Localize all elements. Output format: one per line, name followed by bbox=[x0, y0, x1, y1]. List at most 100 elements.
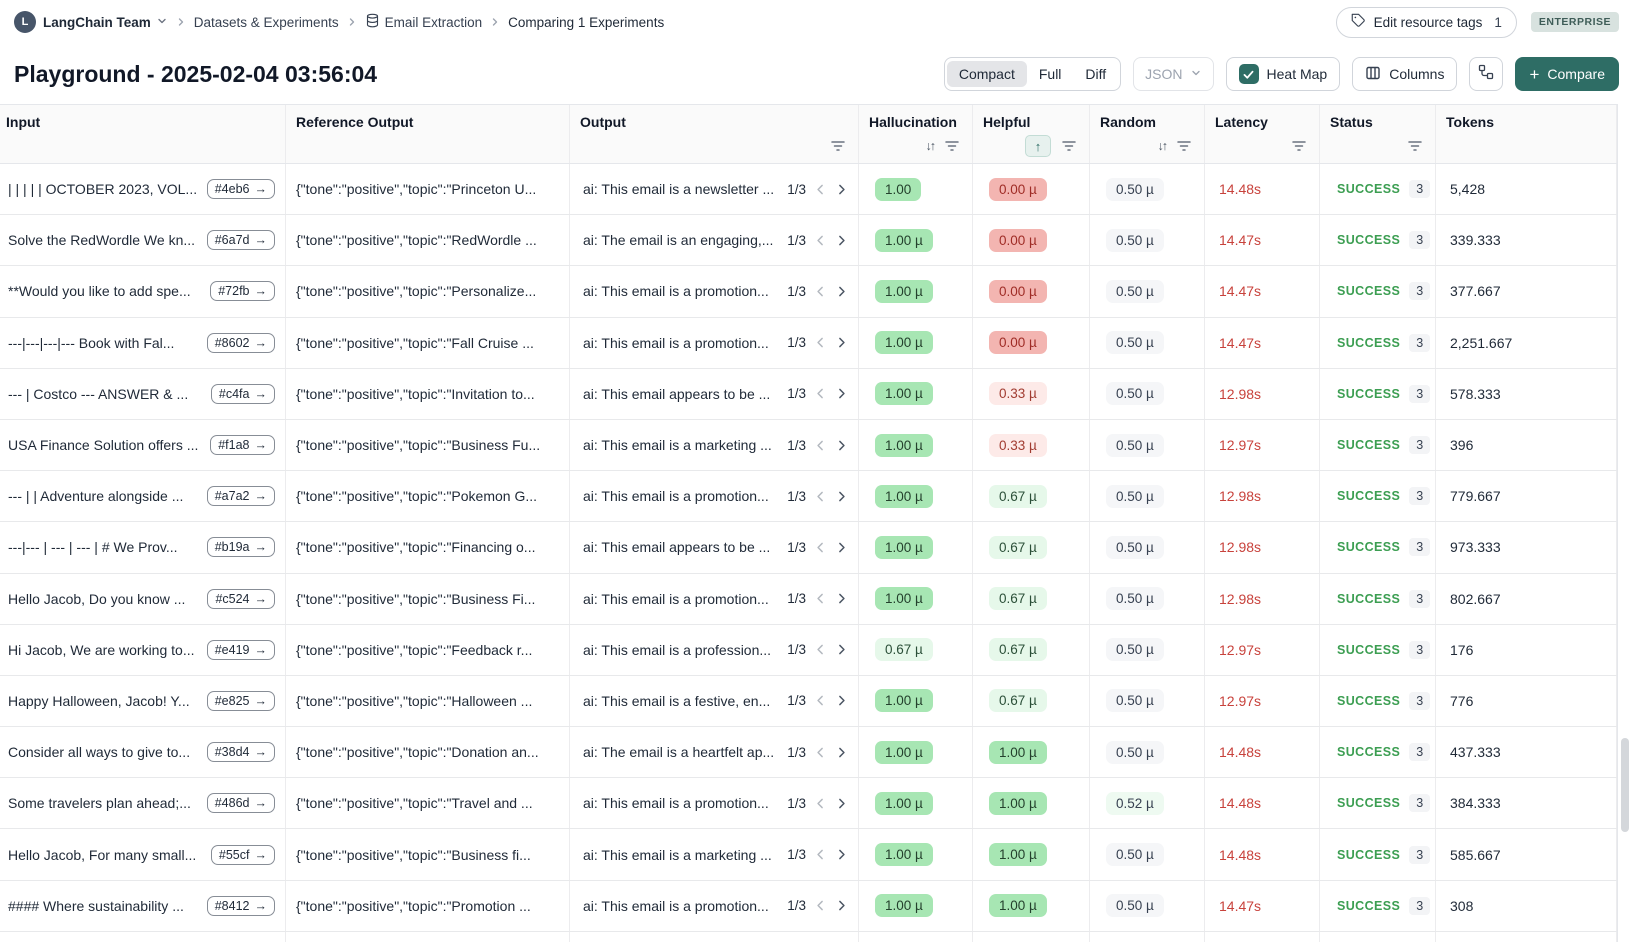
example-link-badge[interactable]: #c524 → bbox=[207, 588, 275, 609]
helpful-score-badge[interactable]: 0.33 µ bbox=[989, 433, 1047, 457]
pager-next-icon[interactable] bbox=[835, 541, 848, 554]
helpful-score-badge[interactable]: 1.00 µ bbox=[989, 791, 1047, 815]
pager-next-icon[interactable] bbox=[835, 183, 848, 196]
table-row[interactable]: Hello Jacob, Do you know ... #c524 → {"t… bbox=[0, 573, 1633, 625]
example-link-badge[interactable]: #8412 → bbox=[206, 895, 275, 916]
hallucination-score-badge[interactable]: 1.00 µ bbox=[875, 433, 933, 457]
filter-icon[interactable] bbox=[944, 139, 960, 153]
helpful-score-badge[interactable]: 0.67 µ bbox=[989, 484, 1047, 508]
table-row[interactable]: Hi Jacob, We are working to... #e419 → {… bbox=[0, 624, 1633, 676]
pager-next-icon[interactable] bbox=[835, 234, 848, 247]
columns-button[interactable]: Columns bbox=[1352, 57, 1458, 91]
table-row[interactable]: | | | | | OCTOBER 2023, VOL... #4eb6 → {… bbox=[0, 164, 1633, 216]
hallucination-score-badge[interactable]: 1.00 µ bbox=[875, 740, 933, 764]
pager-next-icon[interactable] bbox=[835, 899, 848, 912]
edit-resource-tags-button[interactable]: Edit resource tags 1 bbox=[1335, 6, 1517, 38]
hallucination-score-badge[interactable]: 1.00 µ bbox=[875, 331, 933, 355]
table-row[interactable]: #### Where sustainability ... #8412 → {"… bbox=[0, 880, 1633, 932]
table-row[interactable]: Solve the RedWordle We kn... #6a7d → {"t… bbox=[0, 215, 1633, 267]
pager-prev-icon[interactable] bbox=[814, 797, 827, 810]
example-link-badge[interactable]: #486d → bbox=[206, 793, 275, 814]
hallucination-score-badge[interactable]: 1.00 µ bbox=[875, 689, 933, 713]
example-link-badge[interactable]: #4eb6 → bbox=[206, 179, 275, 200]
pager-prev-icon[interactable] bbox=[814, 439, 827, 452]
pager-prev-icon[interactable] bbox=[814, 643, 827, 656]
filter-icon[interactable] bbox=[830, 139, 846, 153]
table-row[interactable]: Hello Jacob, For many small... #55cf → {… bbox=[0, 829, 1633, 881]
example-link-badge[interactable]: #72fb → bbox=[210, 281, 275, 302]
example-link-badge[interactable]: #6a7d → bbox=[206, 230, 275, 251]
hallucination-score-badge[interactable]: 1.00 µ bbox=[875, 535, 933, 559]
table-row[interactable]: Consider all ways to give to... #38d4 → … bbox=[0, 727, 1633, 779]
sort-icon[interactable]: ↓↑ bbox=[1157, 139, 1168, 153]
example-link-badge[interactable]: #8602 → bbox=[206, 332, 275, 353]
pager-next-icon[interactable] bbox=[835, 490, 848, 503]
filter-icon[interactable] bbox=[1176, 139, 1192, 153]
hallucination-score-badge[interactable]: 1.00 µ bbox=[875, 484, 933, 508]
pager-next-icon[interactable] bbox=[835, 746, 848, 759]
hallucination-score-badge[interactable]: 1.00 µ bbox=[875, 587, 933, 611]
pager-prev-icon[interactable] bbox=[814, 694, 827, 707]
helpful-score-badge[interactable]: 1.00 µ bbox=[989, 894, 1047, 918]
table-row[interactable]: --- | | Adventure alongside ... #a7a2 → … bbox=[0, 471, 1633, 523]
hallucination-score-badge[interactable]: 1.00 bbox=[875, 177, 922, 201]
pager-next-icon[interactable] bbox=[835, 848, 848, 861]
pager-next-icon[interactable] bbox=[835, 285, 848, 298]
pager-next-icon[interactable] bbox=[835, 336, 848, 349]
pager-prev-icon[interactable] bbox=[814, 746, 827, 759]
random-score-badge[interactable]: 0.50 µ bbox=[1106, 279, 1164, 303]
compare-button[interactable]: + Compare bbox=[1515, 57, 1619, 91]
helpful-score-badge[interactable]: 0.00 µ bbox=[989, 228, 1047, 252]
table-row[interactable]: Some travelers plan ahead;... #486d → {"… bbox=[0, 778, 1633, 830]
format-dropdown[interactable]: JSON bbox=[1133, 57, 1214, 91]
example-link-badge[interactable]: #c4fa → bbox=[210, 383, 275, 404]
hallucination-score-badge[interactable]: 1.00 µ bbox=[875, 228, 933, 252]
table-row[interactable]: USA Finance Solution offers ... #f1a8 → … bbox=[0, 419, 1633, 472]
helpful-score-badge[interactable]: 0.67 µ bbox=[989, 638, 1047, 662]
table-row[interactable]: --- | Costco --- ANSWER & ... #c4fa → {"… bbox=[0, 368, 1633, 420]
pager-prev-icon[interactable] bbox=[814, 592, 827, 605]
random-score-badge[interactable]: 0.50 µ bbox=[1106, 740, 1164, 764]
example-link-badge[interactable]: #e825 → bbox=[206, 690, 275, 711]
random-score-badge[interactable]: 0.50 µ bbox=[1106, 587, 1164, 611]
helpful-score-badge[interactable]: 0.33 µ bbox=[989, 382, 1047, 406]
example-link-badge[interactable]: #e419 → bbox=[206, 639, 275, 660]
pager-prev-icon[interactable] bbox=[814, 899, 827, 912]
table-row[interactable]: ---|--- | --- | --- | # We Prov... #b19a… bbox=[0, 522, 1633, 574]
table-row[interactable]: **Would you like to add spe... #72fb → {… bbox=[0, 266, 1633, 318]
team-selector[interactable]: LangChain Team bbox=[43, 15, 168, 30]
random-score-badge[interactable]: 0.50 µ bbox=[1106, 228, 1164, 252]
view-mode-diff[interactable]: Diff bbox=[1085, 66, 1107, 82]
tree-view-button[interactable] bbox=[1469, 57, 1504, 91]
random-score-badge[interactable]: 0.52 µ bbox=[1106, 791, 1164, 815]
example-link-badge[interactable]: #a7a2 → bbox=[206, 486, 275, 507]
pager-prev-icon[interactable] bbox=[814, 285, 827, 298]
hallucination-score-badge[interactable]: 1.00 µ bbox=[875, 791, 933, 815]
helpful-score-badge[interactable]: 1.00 µ bbox=[989, 740, 1047, 764]
table-row[interactable]: ---|---|---|--- Book with Fal... #8602 →… bbox=[0, 317, 1633, 369]
random-score-badge[interactable]: 0.50 µ bbox=[1106, 382, 1164, 406]
pager-next-icon[interactable] bbox=[835, 387, 848, 400]
pager-next-icon[interactable] bbox=[835, 643, 848, 656]
pager-next-icon[interactable] bbox=[835, 439, 848, 452]
pager-prev-icon[interactable] bbox=[814, 336, 827, 349]
random-score-badge[interactable]: 0.50 µ bbox=[1106, 638, 1164, 662]
helpful-score-badge[interactable]: 0.00 µ bbox=[989, 279, 1047, 303]
example-link-badge[interactable]: #f1a8 → bbox=[210, 435, 275, 456]
pager-next-icon[interactable] bbox=[835, 797, 848, 810]
random-score-badge[interactable]: 0.50 µ bbox=[1106, 177, 1164, 201]
pager-prev-icon[interactable] bbox=[814, 541, 827, 554]
filter-icon[interactable] bbox=[1291, 139, 1307, 153]
heat-map-toggle[interactable]: Heat Map bbox=[1225, 57, 1341, 91]
random-score-badge[interactable]: 0.50 µ bbox=[1106, 689, 1164, 713]
filter-icon[interactable] bbox=[1407, 139, 1423, 153]
hallucination-score-badge[interactable]: 0.67 µ bbox=[875, 638, 933, 662]
helpful-score-badge[interactable]: 0.67 µ bbox=[989, 587, 1047, 611]
example-link-badge[interactable]: #b19a → bbox=[206, 537, 275, 558]
hallucination-score-badge[interactable]: 1.00 µ bbox=[875, 894, 933, 918]
random-score-badge[interactable]: 0.50 µ bbox=[1106, 843, 1164, 867]
helpful-score-badge[interactable]: 0.67 µ bbox=[989, 689, 1047, 713]
view-mode-full[interactable]: Full bbox=[1038, 66, 1062, 82]
sort-icon[interactable]: ↓↑ bbox=[925, 139, 936, 153]
random-score-badge[interactable]: 0.50 µ bbox=[1106, 331, 1164, 355]
